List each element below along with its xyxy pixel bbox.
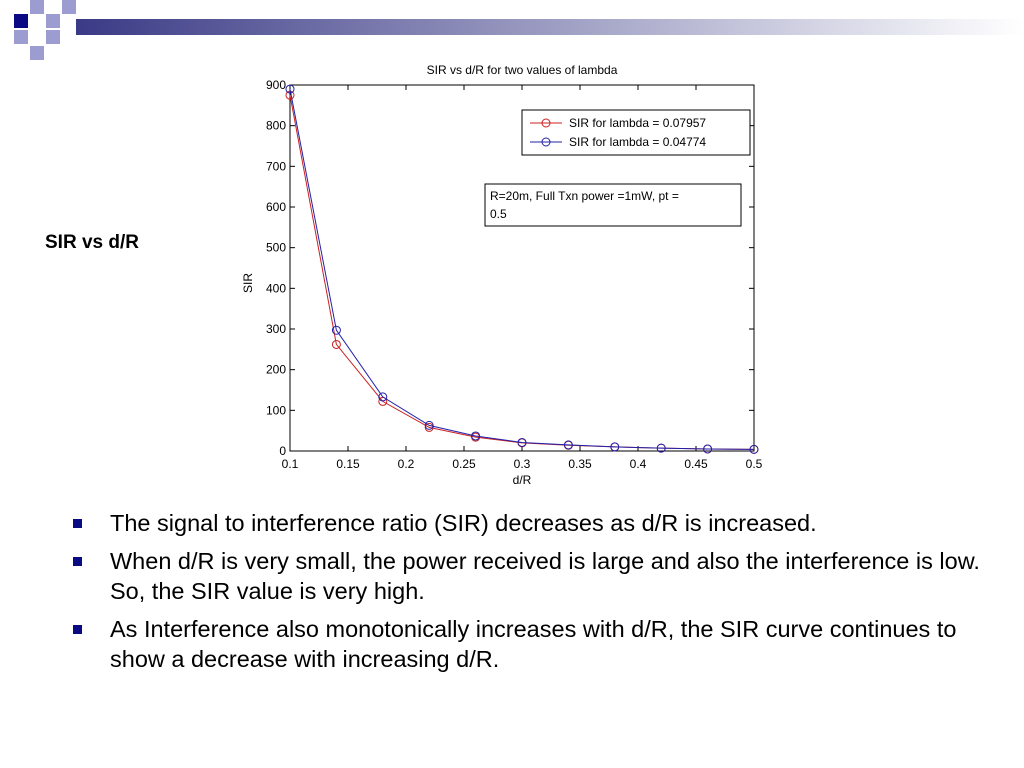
decor-square xyxy=(46,14,60,28)
legend-label: SIR for lambda = 0.07957 xyxy=(569,116,706,130)
series-line xyxy=(289,88,755,450)
legend-box xyxy=(521,109,751,156)
legend-marker xyxy=(541,118,551,128)
x-tick-label: 0.4 xyxy=(630,457,647,471)
bullet-list: The signal to interference ratio (SIR) d… xyxy=(70,508,1000,682)
data-point xyxy=(378,392,388,402)
data-point xyxy=(703,444,713,454)
x-tick-label: 0.2 xyxy=(398,457,415,471)
y-tick-label: 900 xyxy=(266,78,286,92)
decor-square xyxy=(30,0,44,14)
y-tick-label: 0 xyxy=(279,444,286,458)
bullet-square-icon xyxy=(73,625,82,634)
header-band xyxy=(76,19,1024,35)
decor-square xyxy=(62,0,76,14)
bullet-text: As Interference also monotonically incre… xyxy=(110,616,957,672)
decor-square xyxy=(14,14,28,28)
y-tick-label: 500 xyxy=(266,241,286,255)
annotation-line: R=20m, Full Txn power =1mW, pt = xyxy=(490,189,679,203)
annotation-line: 0.5 xyxy=(490,207,507,221)
bullet-square-icon xyxy=(73,519,82,528)
annotation-box xyxy=(484,183,742,227)
bullet-item: As Interference also monotonically incre… xyxy=(70,614,1000,674)
data-point xyxy=(563,440,573,450)
bullet-square-icon xyxy=(73,557,82,566)
y-tick-label: 200 xyxy=(266,363,286,377)
x-tick-label: 0.3 xyxy=(514,457,531,471)
decor-square xyxy=(46,30,60,44)
y-tick-label: 700 xyxy=(266,159,286,173)
data-point xyxy=(424,420,434,430)
sir-chart: 0.1 0.15 0.2 0.25 0.3 0.35 0.4 0.45 0.5 0 100 200 30… xyxy=(235,60,775,500)
slide-side-title: SIR vs d/R xyxy=(45,232,139,253)
x-tick-label: 0.1 xyxy=(282,457,299,471)
y-tick-label: 800 xyxy=(266,119,286,133)
data-point xyxy=(331,339,341,349)
data-point xyxy=(610,442,620,452)
decor-square xyxy=(30,46,44,60)
slide-decoration xyxy=(14,0,1024,60)
x-tick-label: 0.25 xyxy=(452,457,476,471)
x-tick-label: 0.35 xyxy=(568,457,592,471)
decor-square xyxy=(14,30,28,44)
x-tick-label: 0.15 xyxy=(336,457,360,471)
x-axis-label: d/R xyxy=(513,473,532,487)
data-point xyxy=(749,444,759,454)
y-tick-label: 400 xyxy=(266,281,286,295)
y-axis-label: SIR xyxy=(241,273,255,293)
bullet-item: The signal to interference ratio (SIR) d… xyxy=(70,508,1000,538)
y-tick-label: 600 xyxy=(266,200,286,214)
x-tick-label: 0.45 xyxy=(684,457,708,471)
legend-marker xyxy=(541,137,551,147)
data-point xyxy=(517,437,527,447)
bullet-item: When d/R is very small, the power receiv… xyxy=(70,546,1000,606)
x-tick-label: 0.5 xyxy=(746,457,763,471)
y-tick-label: 300 xyxy=(266,322,286,336)
data-point xyxy=(471,431,481,441)
data-point xyxy=(285,84,295,94)
bullet-text: The signal to interference ratio (SIR) d… xyxy=(110,510,817,536)
legend-label: SIR for lambda = 0.04774 xyxy=(569,135,706,149)
chart-svg: 0.1 0.15 0.2 0.25 0.3 0.35 0.4 0.45 0.5 0 100 200 30… xyxy=(241,63,763,487)
bullet-text: When d/R is very small, the power receiv… xyxy=(110,548,980,604)
data-point xyxy=(331,325,341,335)
chart-title: SIR vs d/R for two values of lambda xyxy=(427,63,618,77)
y-tick-label: 100 xyxy=(266,403,286,417)
data-point xyxy=(656,443,666,453)
